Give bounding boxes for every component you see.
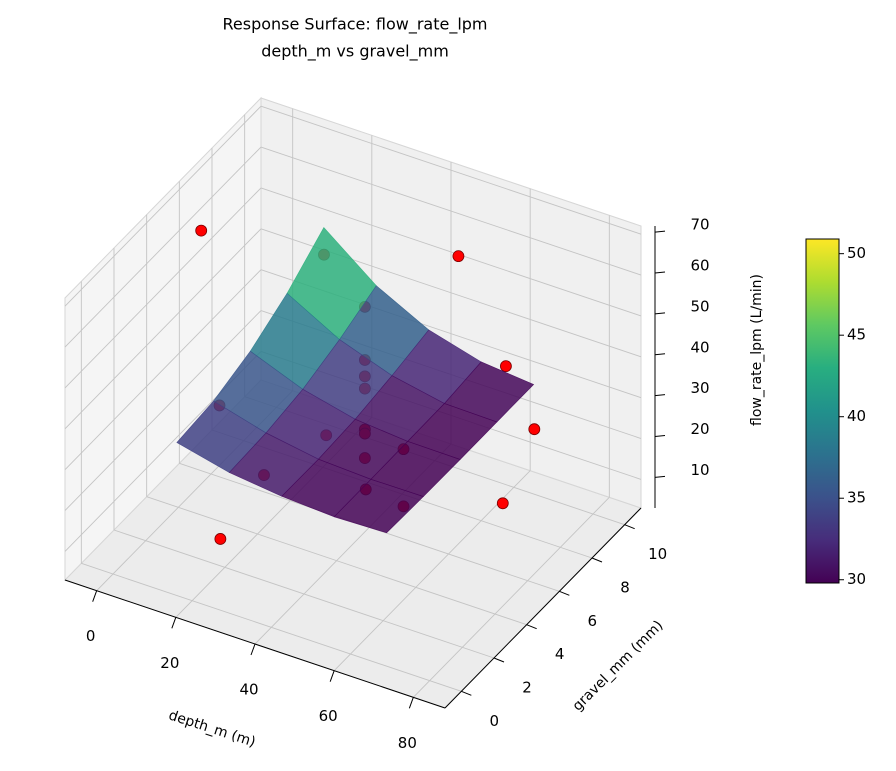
data-point	[214, 533, 227, 545]
colorbar-tick-label: 50	[847, 244, 866, 262]
colorbar-tick-label: 35	[847, 489, 866, 507]
z-tick-label: 50	[690, 297, 709, 315]
z-tick-mark	[654, 475, 666, 478]
z-tick-mark	[654, 271, 666, 274]
data-point	[195, 224, 208, 237]
data-point	[452, 250, 465, 263]
z-tick-label: 30	[690, 379, 709, 397]
y-axis-label: gravel_mm (mm)	[570, 618, 667, 715]
grid-line	[146, 496, 527, 626]
grid-line	[260, 105, 642, 235]
chart-subtitle: depth_m vs gravel_mm	[261, 42, 449, 62]
y-tick-mark	[493, 657, 505, 663]
z-axis-label: flow_rate_lpm (L/min)	[749, 274, 765, 426]
y-tick-label: 6	[588, 612, 598, 630]
y-tick-label: 10	[648, 545, 667, 563]
grid-line	[113, 529, 495, 659]
y-tick-mark	[591, 557, 603, 563]
z-tick-label: 40	[690, 338, 709, 356]
x-tick-mark	[250, 643, 256, 656]
grid-line	[260, 146, 642, 276]
x-tick-mark	[171, 617, 177, 629]
x-tick-label: 0	[86, 627, 96, 645]
y-tick-mark	[461, 690, 472, 696]
grid-line	[64, 228, 262, 430]
y-tick-mark	[526, 624, 537, 630]
z-tick-mark	[654, 394, 666, 397]
grid-line	[81, 562, 462, 692]
grid-line	[413, 497, 610, 698]
x-tick-mark	[408, 697, 414, 709]
grid-line	[64, 105, 262, 307]
x-tick-label: 80	[398, 734, 417, 752]
colorbar	[805, 238, 840, 584]
z-tick-label: 10	[690, 461, 709, 479]
x-axis-line	[64, 579, 446, 709]
grid-line	[64, 187, 262, 389]
z-tick-label: 20	[690, 420, 709, 438]
z-tick-mark	[654, 230, 666, 233]
grid-line	[260, 187, 642, 317]
z-tick-label: 60	[690, 257, 709, 275]
x-tick-label: 20	[160, 654, 179, 672]
grid-line	[64, 310, 262, 511]
grid-line	[64, 269, 262, 470]
y-tick-label: 8	[620, 579, 630, 597]
z-tick-mark	[654, 312, 666, 315]
chart-title: Response Surface: flow_rate_lpm	[223, 15, 488, 35]
y-tick-label: 2	[522, 679, 532, 697]
colorbar-tick-label: 40	[847, 407, 866, 425]
x-tick-label: 60	[319, 707, 338, 725]
y-tick-label: 0	[490, 712, 500, 730]
data-point	[500, 360, 512, 373]
x-tick-label: 40	[239, 681, 258, 699]
data-point	[528, 423, 541, 436]
x-tick-mark	[329, 670, 335, 682]
y-axis-line	[444, 507, 642, 709]
z-tick-mark	[654, 435, 666, 438]
surface-patch	[333, 478, 424, 534]
grid-line	[64, 146, 262, 348]
colorbar-tick-label: 45	[847, 326, 866, 344]
y-tick-label: 4	[555, 645, 565, 663]
z-tick-label: 70	[690, 216, 709, 234]
z-tick-mark	[654, 353, 666, 356]
x-tick-mark	[92, 590, 98, 602]
data-point	[496, 497, 509, 510]
x-axis-label: depth_m (m)	[167, 707, 258, 750]
y-tick-mark	[559, 590, 570, 596]
colorbar-tick-label: 30	[847, 570, 866, 588]
y-tick-mark	[624, 524, 635, 530]
